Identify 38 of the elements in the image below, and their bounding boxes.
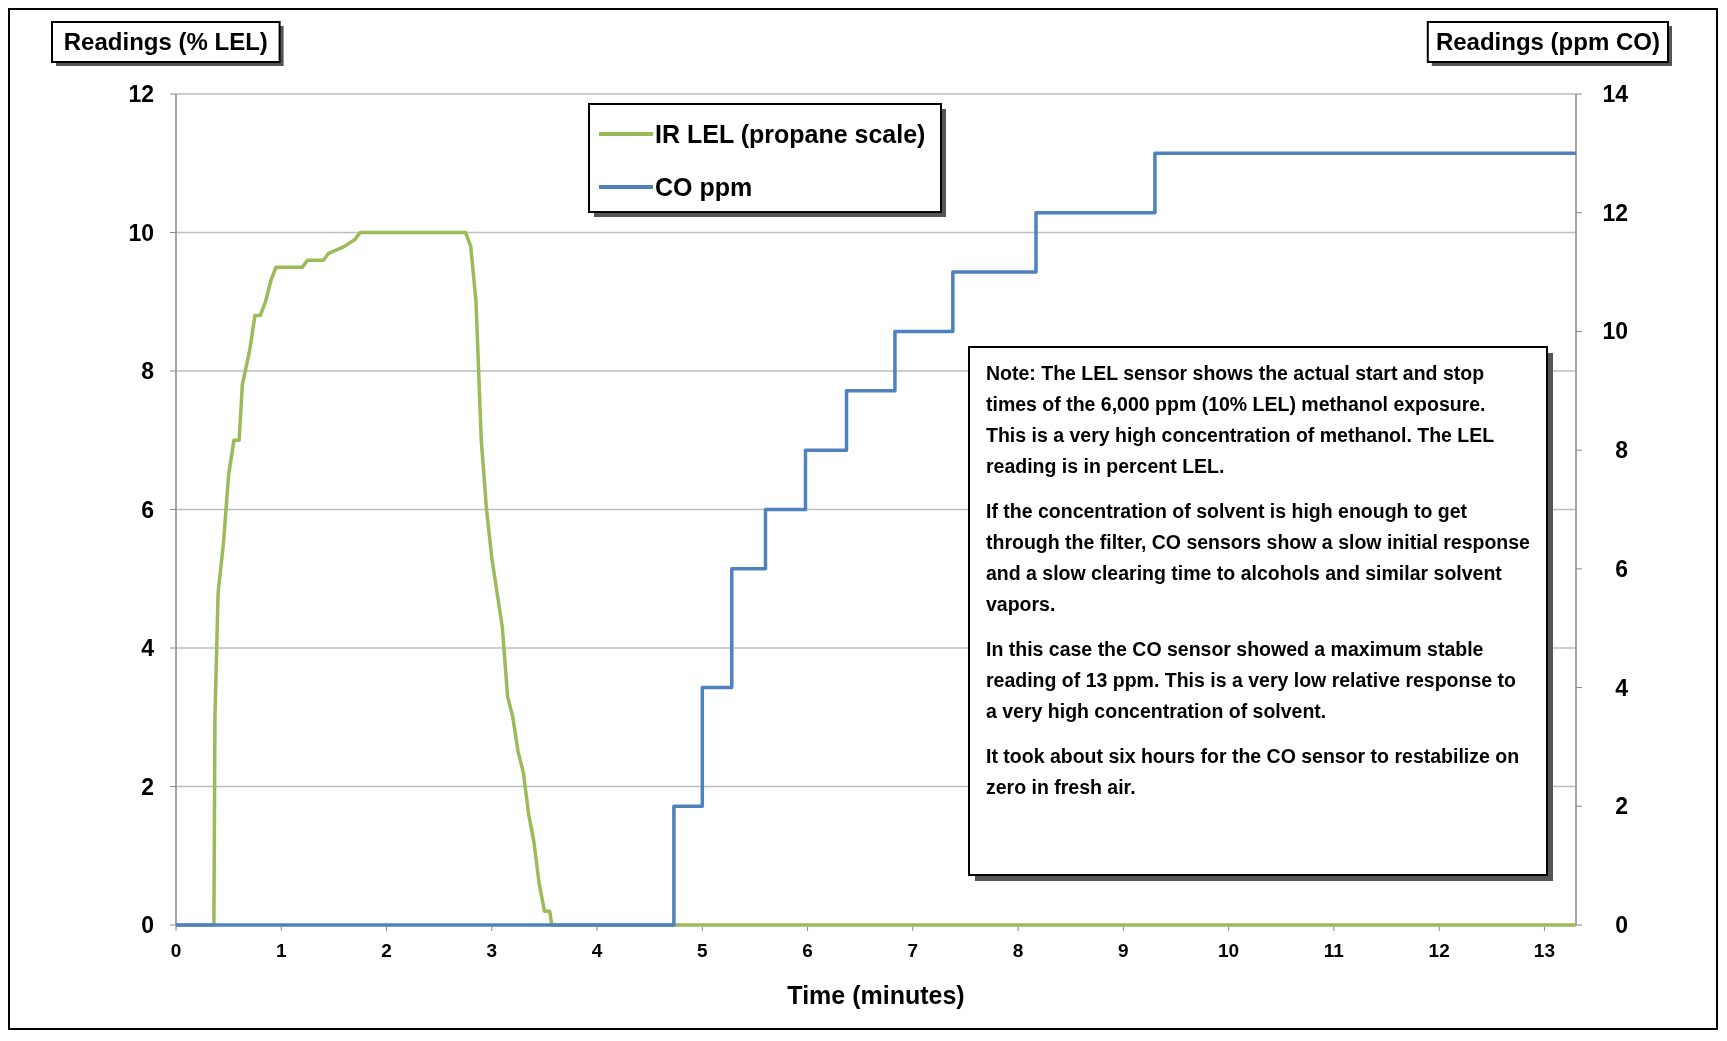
y-tick-label: 6 xyxy=(141,496,154,523)
y-tick-label: 10 xyxy=(128,219,154,246)
y-tick-label: 8 xyxy=(141,358,155,384)
x-tick-label: 1 xyxy=(275,940,287,961)
x-axis-title: Time (minutes) xyxy=(787,981,965,1009)
x-tick-label: 10 xyxy=(1218,940,1240,961)
y2-tick-label: 6 xyxy=(1615,555,1628,582)
x-tick-label: 2 xyxy=(381,940,392,961)
y2-tick-label: 12 xyxy=(1602,199,1628,226)
legend-label: CO ppm xyxy=(655,173,753,201)
x-tick-label: 11 xyxy=(1323,940,1345,961)
x-tick-label: 7 xyxy=(907,940,919,961)
x-tick-label: 6 xyxy=(802,940,813,961)
y-axis-title: Readings (% LEL) xyxy=(63,28,268,55)
x-tick-label: 13 xyxy=(1533,940,1555,961)
annotation: If the concentration of solvent is high enough to get through the filter, CO sensors show a slow initial response and a slow clearing time to alcohols and similar solvent vapors. xyxy=(986,499,1530,617)
x-tick-label: 12 xyxy=(1428,940,1450,961)
y2-axis-title: Readings (ppm CO) xyxy=(1435,28,1660,55)
y-tick-label: 12 xyxy=(128,81,154,107)
y2-tick-label: 0 xyxy=(1615,912,1628,938)
x-tick-label: 0 xyxy=(170,940,182,961)
y2-tick-label: 2 xyxy=(1615,793,1628,820)
y2-tick-label: 14 xyxy=(1602,81,1629,107)
x-tick-label: 4 xyxy=(591,940,603,961)
x-tick-label: 5 xyxy=(697,940,709,961)
annotation: Note: The LEL sensor shows the actual start and stop times of the 6,000 ppm (10% LEL) methanol exposure. This is a very high concentration of methanol. The LEL reading is in percent LEL. xyxy=(986,361,1495,479)
y-tick-label: 4 xyxy=(141,635,155,661)
x-tick-label: 3 xyxy=(486,940,498,961)
y-tick-label: 2 xyxy=(141,773,154,800)
legend-label: IR LEL (propane scale) xyxy=(655,120,926,148)
annotation: It took about six hours for the CO sensor to restabilize on zero in fresh air. xyxy=(986,744,1521,800)
y-tick-label: 0 xyxy=(141,912,154,938)
x-tick-label: 8 xyxy=(1012,940,1024,961)
y2-tick-label: 4 xyxy=(1615,674,1629,701)
x-tick-label: 9 xyxy=(1118,940,1129,961)
y2-tick-label: 8 xyxy=(1615,437,1629,464)
y2-tick-label: 10 xyxy=(1602,318,1628,345)
annotation: In this case the CO sensor showed a maximum stable reading of 13 ppm. This is a very low relative response to a very high concentration of solvent. xyxy=(986,637,1517,724)
